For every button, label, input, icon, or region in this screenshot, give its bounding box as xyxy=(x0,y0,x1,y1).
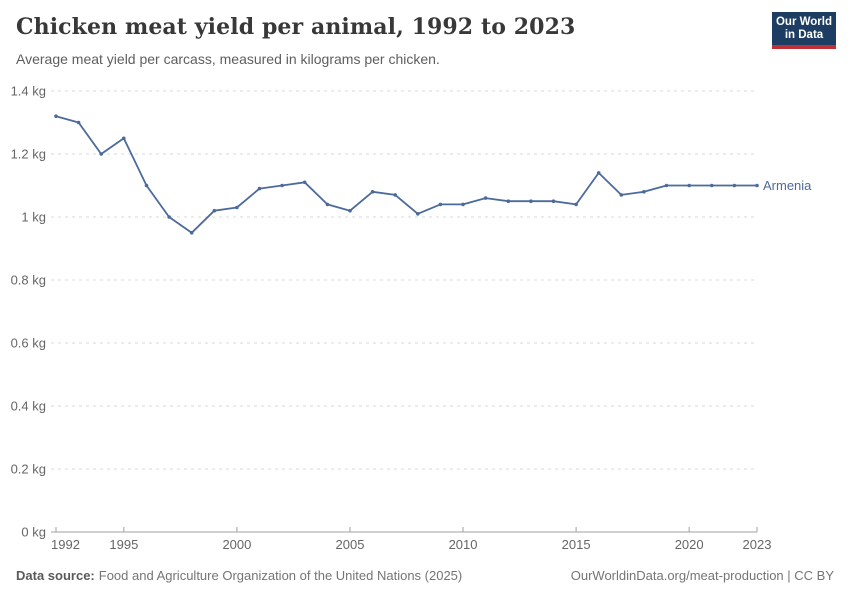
y-tick-label: 1.4 kg xyxy=(11,84,46,99)
data-source-label: Data source: xyxy=(16,568,95,583)
x-tick-label: 2010 xyxy=(449,537,478,552)
chart-footer: Data source: Food and Agriculture Organiz… xyxy=(16,568,834,583)
data-point xyxy=(348,208,352,213)
data-point xyxy=(212,208,217,213)
data-point xyxy=(551,199,556,203)
y-tick-label: 0.6 kg xyxy=(11,336,46,351)
data-point xyxy=(257,186,262,191)
data-point xyxy=(596,171,601,175)
data-point xyxy=(280,183,284,188)
data-point xyxy=(642,190,646,194)
y-tick-label: 1.2 kg xyxy=(11,147,46,162)
y-tick-label: 0.8 kg xyxy=(11,273,46,288)
data-line xyxy=(55,115,758,234)
owid-logo: Our World in Data xyxy=(772,12,836,49)
x-tick-label: 2023 xyxy=(743,537,772,552)
series-label: Armenia xyxy=(763,178,812,193)
data-point xyxy=(393,193,398,197)
data-point xyxy=(687,183,691,188)
data-point xyxy=(370,190,375,194)
data-point xyxy=(461,202,465,207)
x-tick-label: 2015 xyxy=(562,537,591,552)
chart-subtitle: Average meat yield per carcass, measured… xyxy=(16,51,440,67)
data-point xyxy=(235,205,239,210)
data-point xyxy=(189,231,194,235)
data-point xyxy=(710,183,714,188)
x-tick-label: 2000 xyxy=(222,537,251,552)
data-point xyxy=(664,183,669,188)
data-point xyxy=(144,183,149,188)
data-point xyxy=(619,193,624,197)
data-point xyxy=(506,199,511,203)
data-point xyxy=(76,120,81,125)
y-tick-label: 0.2 kg xyxy=(11,462,46,477)
y-tick-label: 0 kg xyxy=(21,525,46,540)
x-tick-label: 2020 xyxy=(675,537,704,552)
data-source-text: Food and Agriculture Organization of the… xyxy=(98,568,463,583)
page-title: Chicken meat yield per animal, 1992 to 2… xyxy=(16,14,576,40)
data-source: Data source: Food and Agriculture Organiz… xyxy=(16,568,462,583)
owid-url-link[interactable]: OurWorldinData.org/meat-production | CC … xyxy=(570,568,834,583)
data-point xyxy=(529,199,533,203)
data-point xyxy=(302,180,307,185)
data-point xyxy=(438,202,443,207)
data-point xyxy=(99,152,103,156)
owid-logo-line2: in Data xyxy=(784,29,824,41)
data-point xyxy=(574,202,578,207)
data-point xyxy=(755,183,759,188)
y-tick-label: 1 kg xyxy=(21,210,46,225)
data-point xyxy=(54,114,58,118)
x-tick-label: 2005 xyxy=(336,537,365,552)
owid-logo-line1: Our World xyxy=(775,16,832,28)
x-tick-label: 1995 xyxy=(109,537,138,552)
data-point xyxy=(732,183,737,188)
line-chart-canvas: 0 kg 0.2 kg 0.4 kg 0.6 kg 0.8 kg 1 kg 1.2 kg 1.… xyxy=(11,84,813,553)
data-point xyxy=(416,212,420,216)
x-tick-label: 1992 xyxy=(51,537,80,552)
data-point xyxy=(325,202,330,207)
y-tick-label: 0.4 kg xyxy=(11,399,46,414)
data-point xyxy=(122,136,126,141)
data-point xyxy=(483,196,488,200)
data-point xyxy=(167,215,171,219)
